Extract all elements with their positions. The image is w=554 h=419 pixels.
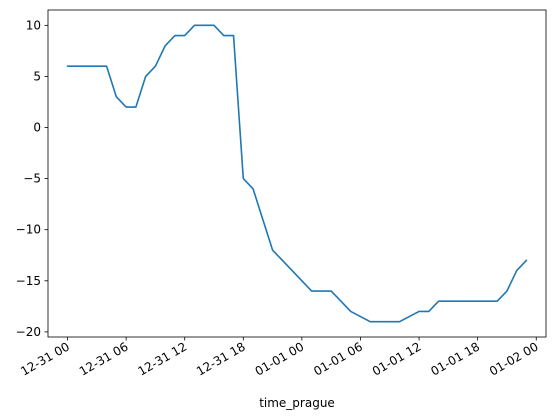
- x-tick-label: 12-31 00: [18, 339, 72, 378]
- y-tick-label: 0: [33, 121, 41, 135]
- y-tick-label: 10: [26, 18, 41, 32]
- x-tick-label: 12-31 06: [77, 339, 131, 378]
- x-tick-label: 01-01 06: [311, 339, 365, 378]
- x-tick-label: 01-01 12: [370, 339, 424, 378]
- x-tick-label: 12-31 12: [135, 339, 189, 378]
- x-tick-label: 01-01 18: [428, 339, 482, 378]
- plot-frame: [47, 9, 547, 338]
- y-tick-label: −20: [16, 325, 41, 339]
- x-tick-label: 12-31 18: [194, 339, 248, 378]
- y-tick-label: −15: [16, 274, 41, 288]
- y-axis: 10 5 0 −5 −10 −15 −20: [16, 18, 48, 339]
- y-tick-label: 5: [33, 69, 41, 83]
- y-tick-label: −10: [16, 223, 41, 237]
- x-tick-label: 01-02 00: [487, 339, 541, 378]
- y-tick-label: −5: [23, 172, 41, 186]
- x-tick-label: 01-01 00: [253, 339, 307, 378]
- plot-area: [48, 10, 546, 337]
- series-line: [66, 24, 528, 323]
- x-axis-label: time_prague: [259, 396, 335, 410]
- x-axis: 12-31 00 12-31 06 12-31 12 12-31 18 01-01 00…: [18, 337, 541, 379]
